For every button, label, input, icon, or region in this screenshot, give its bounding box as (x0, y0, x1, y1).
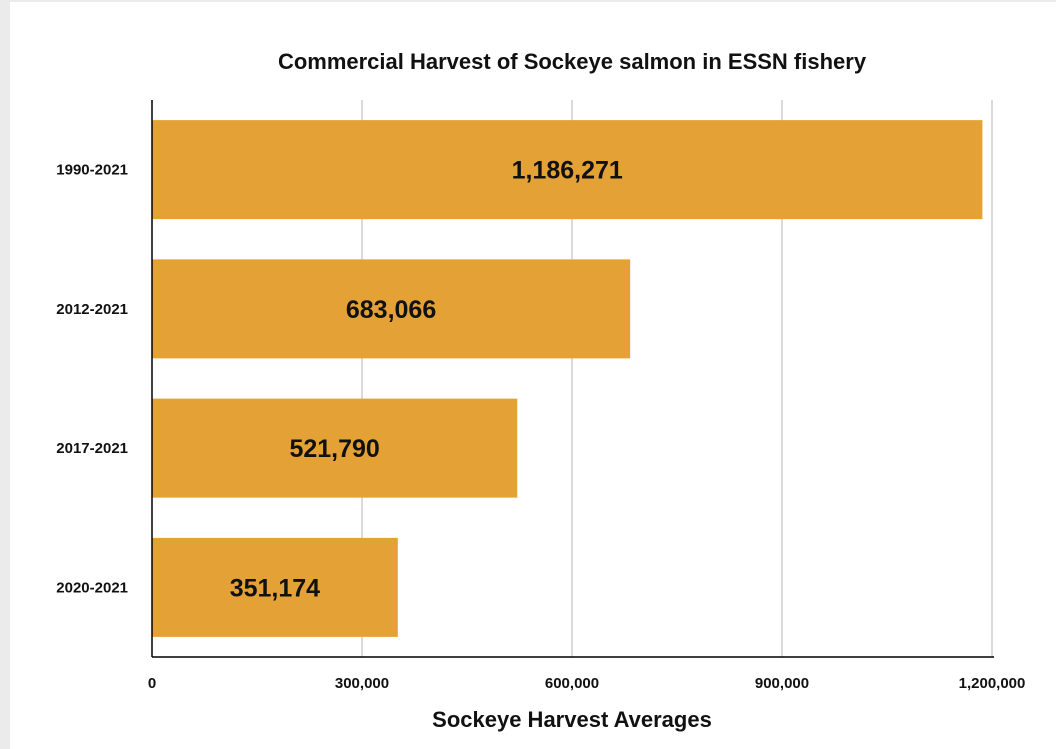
data-label: 683,066 (346, 296, 436, 324)
data-label: 1,186,271 (512, 157, 623, 185)
axes (151, 100, 994, 658)
x-tick-label: 600,000 (545, 675, 599, 692)
bar-2017-2021 (152, 398, 518, 498)
bars (152, 120, 983, 637)
bar-1990-2021 (152, 120, 983, 220)
bar-2012-2021 (152, 259, 631, 359)
category-label: 2020-2021 (56, 579, 128, 596)
labels: 0 300,000 600,000 900,000 1,200,000 1990-2021… (56, 157, 1025, 692)
category-label: 1990-2021 (56, 162, 128, 179)
x-axis-label: Sockeye Harvest Averages (432, 707, 712, 732)
x-tick-label: 300,000 (335, 675, 389, 692)
category-label: 2017-2021 (56, 440, 128, 457)
bar-2020-2021 (152, 537, 398, 637)
category-label: 2012-2021 (56, 301, 128, 318)
data-label: 351,174 (230, 574, 320, 602)
chart-title: Commercial Harvest of Sockeye salmon in … (278, 49, 867, 74)
x-tick-label: 900,000 (755, 675, 809, 692)
data-label: 521,790 (289, 435, 379, 463)
x-tick-label: 1,200,000 (959, 675, 1026, 692)
x-tick-label: 0 (148, 675, 156, 692)
